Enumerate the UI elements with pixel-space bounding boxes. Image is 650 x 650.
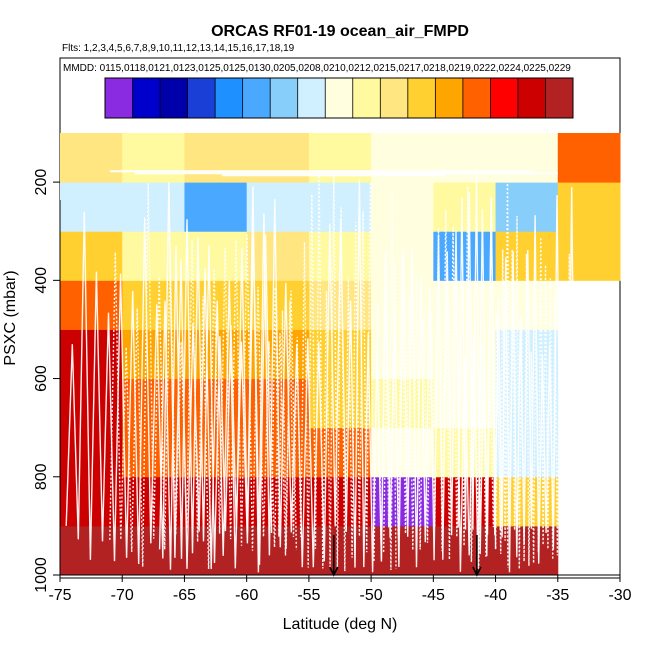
colorbar-swatch (462, 78, 491, 118)
heatmap-cell (246, 182, 310, 232)
colorbar-swatch (545, 78, 574, 118)
flight-track-line (345, 179, 497, 573)
heatmap-cell (433, 231, 497, 281)
x-tick-label: -30 (608, 587, 631, 604)
x-tick-label: -65 (173, 587, 196, 604)
heatmap-cell (246, 280, 310, 330)
colorbar-swatch (215, 78, 244, 118)
colorbar-swatch (187, 78, 216, 118)
colorbar-swatch (297, 78, 326, 118)
colorbar-swatch (132, 78, 161, 118)
heatmap-cell (60, 182, 123, 232)
colorbar-swatch (380, 78, 409, 118)
x-tick-label: -45 (422, 587, 445, 604)
heatmap-cell (308, 525, 372, 576)
heatmap-cell (495, 182, 559, 232)
heatmap-cell (433, 182, 497, 232)
heatmap-cell (184, 231, 248, 281)
heatmap-cell (308, 476, 372, 527)
colorbar-swatch (435, 78, 464, 118)
colorbar-swatch (517, 78, 546, 118)
chart-title: ORCAS RF01-19 ocean_air_FMPD (211, 23, 469, 40)
heatmap-cell (122, 182, 185, 232)
colorbar-swatch (407, 78, 436, 118)
y-tick-label: 1000 (33, 557, 50, 593)
colorbar-swatch (160, 78, 188, 118)
y-tick-label: 400 (33, 267, 50, 294)
y-axis-label: PSXC (mbar) (2, 270, 19, 365)
colorbar-swatch (242, 78, 271, 118)
x-tick-label: -55 (297, 587, 320, 604)
flight-tracks (65, 170, 584, 577)
colorbar-swatch (325, 78, 354, 118)
y-tick-label: 200 (33, 169, 50, 196)
flights-label: Flts: 1,2,3,4,5,6,7,8,9,10,11,12,13,14,1… (62, 43, 295, 54)
x-tick-label: -40 (484, 587, 507, 604)
heatmap-cell (60, 329, 123, 380)
dates-label: MMDD: 0115,0118,0121,0123,0125,0125,0130… (63, 63, 571, 74)
x-tick-label: -60 (235, 587, 258, 604)
axes: -75 -70 -65 -60 -55 -50 -45 -40 -35 -30 200 400 600 8… (33, 169, 632, 604)
x-tick-label: -75 (48, 587, 71, 604)
heatmap-cell (246, 231, 310, 281)
colorbar-swatch (270, 78, 299, 118)
x-tick-label: -50 (360, 587, 383, 604)
colorbar-border (104, 77, 574, 119)
heatmap-cell (371, 182, 434, 232)
heatmap-cell (308, 427, 372, 478)
colorbar-swatch (490, 78, 519, 118)
heatmap-cell (122, 133, 185, 183)
colorbar-swatch (105, 78, 133, 118)
y-tick-label: 600 (33, 365, 50, 392)
heatmap-cell (557, 231, 621, 281)
x-axis-label: Latitude (deg N) (283, 616, 398, 633)
flight-track-line (494, 173, 578, 573)
heatmap-cell (433, 280, 497, 330)
flight-track-line (382, 186, 509, 571)
flight-track-line (457, 174, 584, 573)
heatmap-cell (557, 133, 621, 183)
x-tick-label: -35 (546, 587, 569, 604)
flight-track-line (109, 183, 298, 570)
heatmap-cell (184, 182, 248, 232)
heatmap-cell (60, 231, 123, 281)
y-tick-label: 800 (33, 463, 50, 490)
heatmap-cell (246, 525, 310, 576)
heatmap-cell (60, 280, 123, 330)
heatmap-cell (60, 133, 123, 183)
x-tick-label: -70 (111, 587, 134, 604)
heatmap-cell (122, 231, 185, 281)
heatmap-cell (557, 182, 621, 232)
heatmap-cell (495, 133, 559, 183)
colorbar-swatch (352, 78, 381, 118)
